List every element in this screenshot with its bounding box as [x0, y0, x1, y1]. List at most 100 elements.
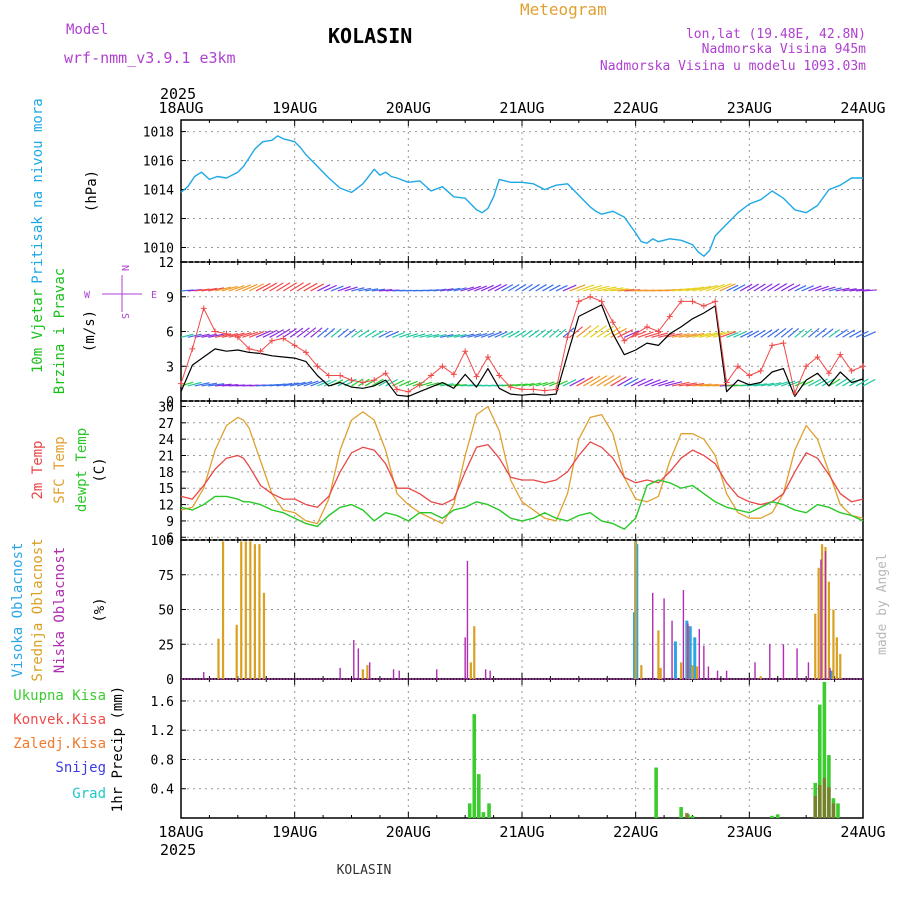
- wind-gust-marker: [212, 328, 219, 335]
- wind-barb: [289, 381, 306, 387]
- wind-barb: [501, 284, 514, 292]
- wind-barb: [276, 282, 291, 292]
- wind-barb: [814, 327, 827, 338]
- wind-barb: [351, 378, 364, 387]
- wind-gust-marker: [359, 379, 366, 386]
- wind-barb: [487, 283, 502, 292]
- cloud-low-bar: [203, 672, 205, 679]
- wind-barb: [746, 383, 761, 387]
- wind-barb: [814, 378, 828, 387]
- cloud-low-bar: [392, 669, 395, 679]
- y-tick-label: 1.2: [151, 724, 174, 739]
- wind-barb: [603, 287, 624, 292]
- wind-gust-marker: [519, 386, 525, 393]
- wind-barb: [351, 329, 363, 338]
- y-tick-label: 3: [166, 360, 174, 375]
- y-tick-label: 0.4: [151, 783, 175, 798]
- wind-barb: [515, 383, 528, 387]
- wind-barb: [685, 382, 705, 387]
- temp-label-sfc: SFC Temp: [52, 436, 68, 503]
- wind-barb: [269, 329, 284, 338]
- cloud-low-bar: [357, 648, 360, 679]
- wind-gust-marker: [575, 298, 582, 305]
- wind-barb: [610, 288, 629, 292]
- wind-barb: [583, 284, 603, 292]
- wind-barb: [208, 287, 225, 292]
- y-tick-label: 9: [166, 515, 174, 530]
- y-tick-label: 21: [158, 450, 174, 465]
- y-tick-label: 9: [166, 291, 174, 306]
- y-tick-label: 1010: [143, 242, 174, 257]
- wind-gust-marker: [678, 298, 685, 305]
- y-tick-label: 6: [166, 531, 174, 546]
- wind-barb: [589, 325, 607, 338]
- wind-gust-marker: [723, 379, 730, 386]
- precip-total-bar: [472, 714, 477, 818]
- wind-barb: [337, 378, 350, 387]
- y-tick-label: 100: [151, 534, 174, 549]
- x-label-top: 23AUG: [727, 99, 772, 117]
- cloud-mid-bar: [634, 541, 637, 679]
- wind-barb: [583, 375, 601, 387]
- wind-barb: [255, 282, 271, 292]
- year-bottom: 2025: [160, 841, 196, 859]
- cloud-mid-bar: [695, 666, 699, 679]
- wind-gust-marker: [382, 370, 389, 377]
- wind-gust-marker: [473, 373, 480, 380]
- wind-barb: [344, 328, 356, 338]
- compass-north: N: [119, 265, 130, 271]
- wind-barb: [494, 331, 508, 338]
- wind-barb: [726, 284, 739, 292]
- wind-gust-marker: [325, 372, 332, 379]
- y-tick-label: 1016: [143, 155, 174, 170]
- x-label-bottom: 21AUG: [499, 823, 544, 841]
- wind-gust-marker: [644, 323, 651, 330]
- wind-barb: [644, 379, 661, 387]
- x-label-top: 24AUG: [840, 99, 885, 117]
- x-label-top: 19AUG: [272, 99, 317, 117]
- wind-barb: [392, 331, 405, 338]
- y-tick-label: 12: [158, 256, 174, 271]
- station-title: KOLASIN: [328, 24, 412, 48]
- wind-barb: [282, 328, 297, 338]
- wind-gust-marker: [393, 386, 400, 393]
- cloud-mid-bar: [659, 667, 662, 679]
- wind-gust-marker: [712, 298, 719, 305]
- wind-barb: [637, 378, 654, 387]
- wind-barb: [194, 333, 210, 338]
- wind-barb: [712, 330, 733, 338]
- wind-barb: [460, 333, 475, 338]
- temp-unit: (C): [92, 457, 108, 482]
- precip-convective-bar: [827, 787, 831, 818]
- wind-barb: [508, 330, 520, 338]
- wind-barb: [214, 286, 232, 292]
- cloud-mid-bar: [827, 581, 830, 679]
- precip-total-bar: [818, 704, 822, 818]
- wind-gust-marker: [371, 377, 378, 384]
- y-tick-label: 12: [158, 499, 174, 514]
- wind-barb: [828, 378, 841, 387]
- cloud-low-bar: [782, 644, 785, 679]
- wind-barb: [289, 282, 304, 292]
- wind-barb: [398, 380, 411, 387]
- precip-convective-bar: [818, 785, 822, 818]
- wind-gust-marker: [780, 340, 787, 347]
- wind-barb: [801, 379, 814, 387]
- wind-barb: [371, 288, 386, 292]
- precip-convective-bar: [831, 803, 836, 818]
- wind-barb: [528, 329, 540, 338]
- wind-barb: [624, 330, 640, 338]
- dewpt-line: [180, 479, 864, 530]
- wind-barb: [282, 282, 298, 292]
- wind-barb: [576, 325, 592, 338]
- wind-barb: [828, 287, 842, 292]
- wind-gust-marker: [769, 342, 776, 349]
- wind-gust-marker: [246, 345, 253, 352]
- wind-gust-marker: [655, 328, 662, 335]
- wind-gust-marker: [587, 293, 594, 300]
- wind-barb: [323, 379, 337, 387]
- wind-barb: [746, 283, 759, 292]
- wind-barb: [821, 328, 834, 338]
- cloud-low-bar: [769, 644, 771, 679]
- cloud-low-bar: [652, 592, 654, 679]
